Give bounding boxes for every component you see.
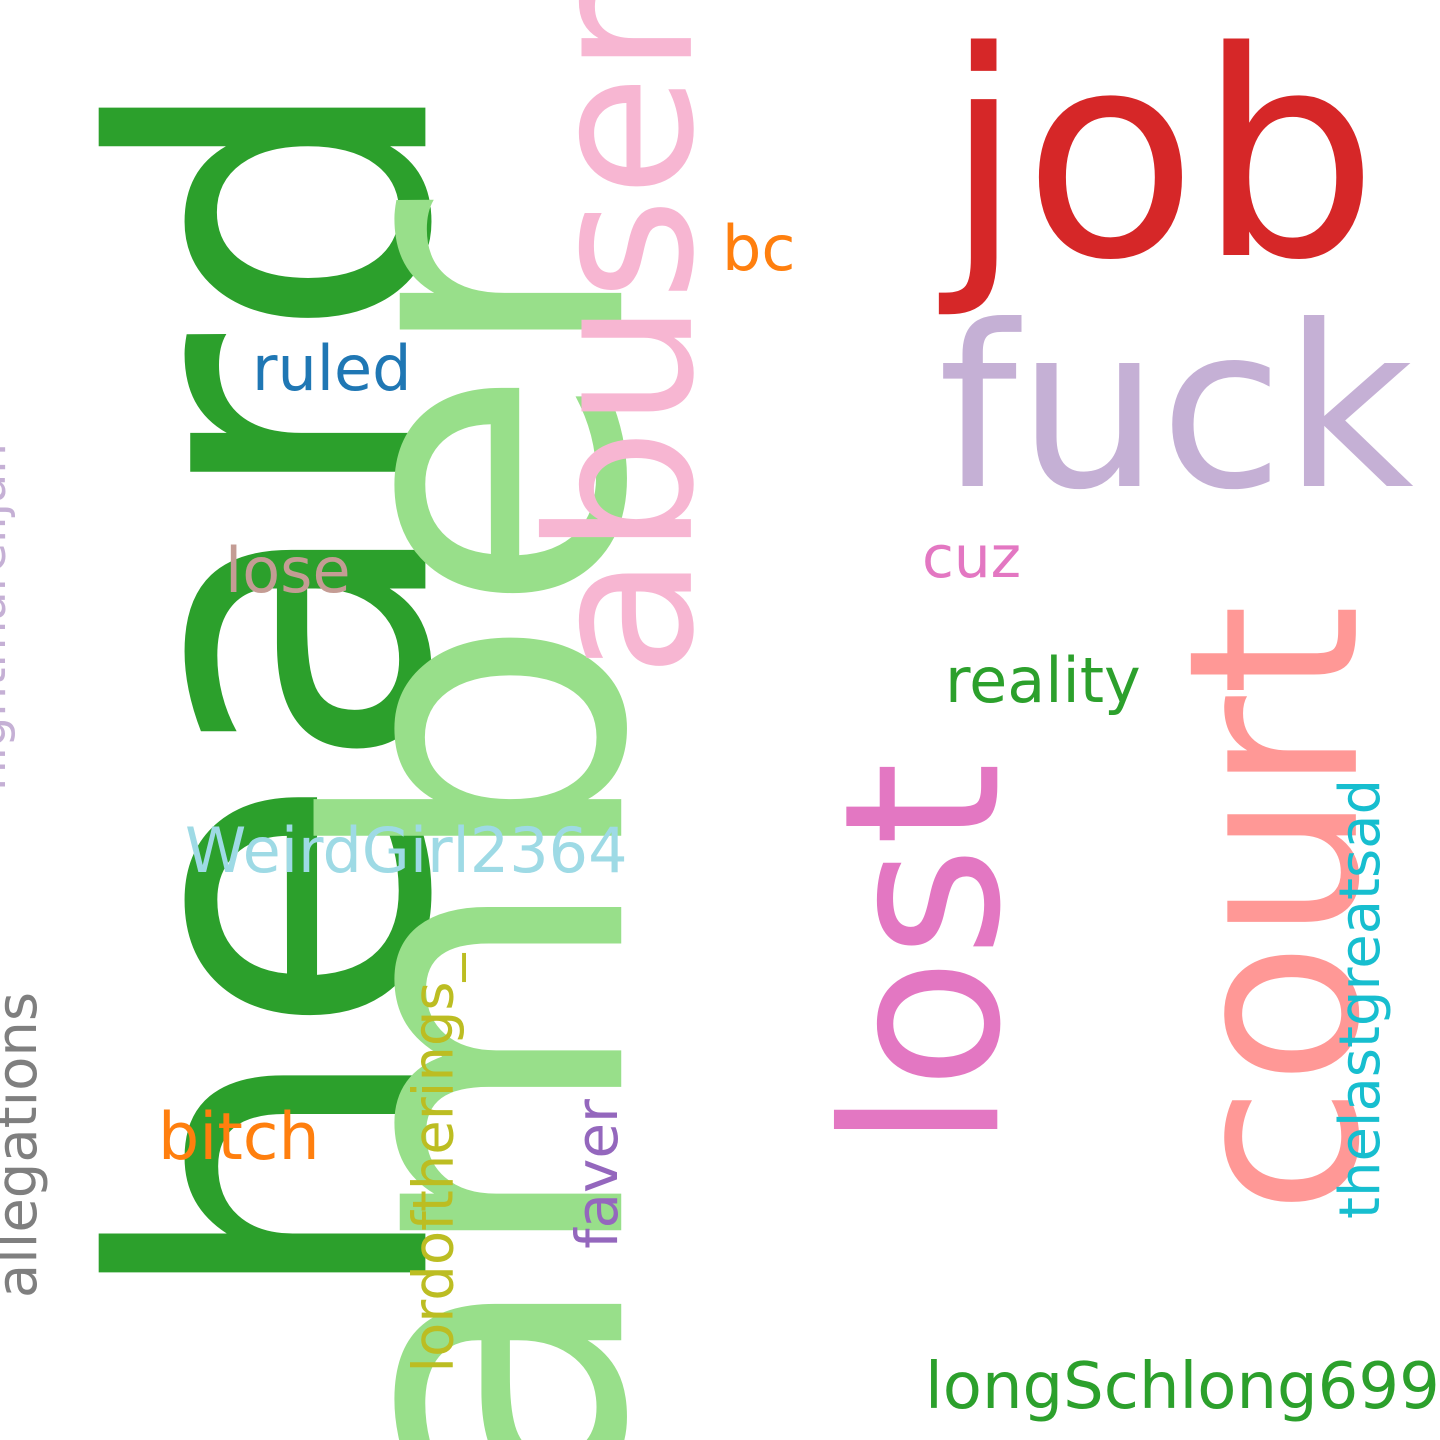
word-reality: reality xyxy=(945,644,1141,717)
word-bc: bc xyxy=(722,212,796,285)
word-lordoftherings: lordoftherings_ xyxy=(401,953,467,1373)
word-lose: lose xyxy=(225,534,351,607)
word-job: job xyxy=(944,0,1379,323)
word-ruled: ruled xyxy=(252,332,412,405)
word-abuser: abuser xyxy=(505,0,739,678)
word-longschlong699: longSchlong699 xyxy=(925,1350,1440,1424)
word-bitch: bitch xyxy=(158,1100,320,1175)
word-weirdgirl2364: WeirdGirl2364 xyxy=(185,814,628,887)
word-fuck: fuck xyxy=(938,278,1414,540)
word-allegations: allegations xyxy=(0,991,51,1299)
word-nightmarelijah: nightmarelijah xyxy=(0,443,17,791)
word-faver: faver xyxy=(562,1099,631,1249)
word-lost: lost xyxy=(797,761,1049,1150)
word-thelastgreatsad: thelastgreatsad xyxy=(1328,778,1394,1220)
word-cuz: cuz xyxy=(922,523,1022,591)
